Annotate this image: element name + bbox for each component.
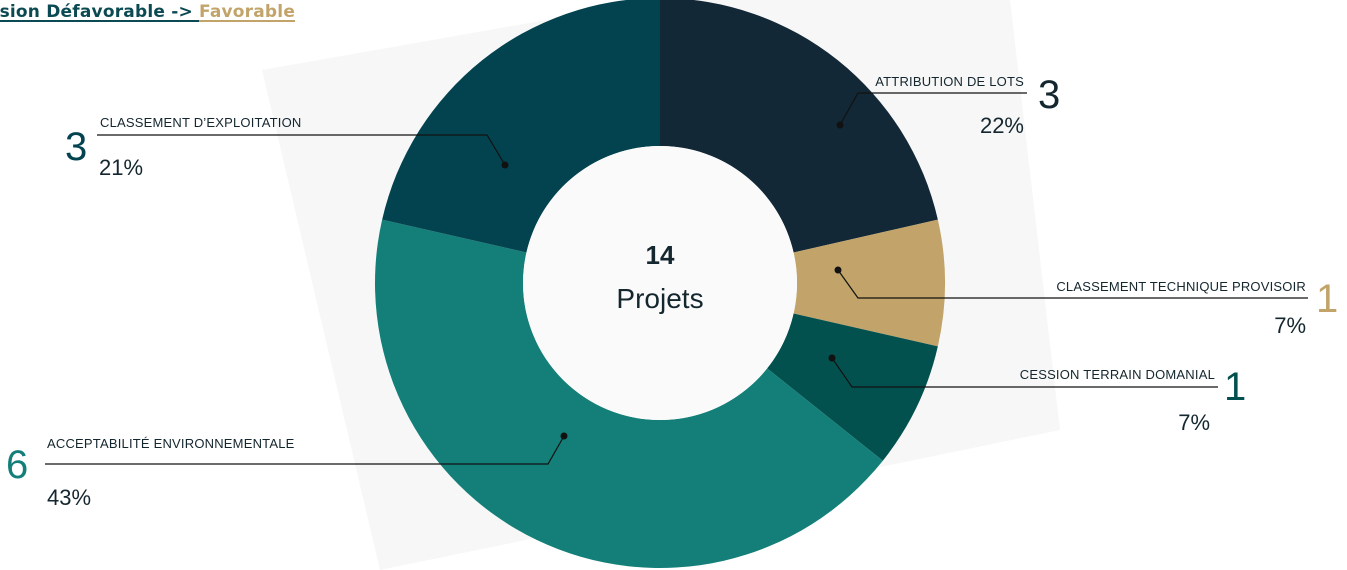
slice-count: 3	[1038, 73, 1060, 117]
leader-dot	[829, 355, 836, 362]
leader-dot	[835, 267, 842, 274]
center-total: 14	[646, 240, 675, 270]
leader-dot	[837, 122, 844, 129]
slice-label: CLASSEMENT D’EXPLOITATION	[100, 115, 302, 130]
slice-percent: 43%	[47, 485, 91, 510]
slice-percent: 21%	[99, 155, 143, 180]
center-label: Projets	[616, 283, 703, 314]
leader-dot	[561, 433, 568, 440]
slice-count: 6	[6, 443, 28, 487]
slice-label: CESSION TERRAIN DOMANIAL	[1020, 367, 1215, 382]
slice-label: ATTRIBUTION DE LOTS	[875, 74, 1024, 89]
slice-percent: 7%	[1178, 410, 1210, 435]
slice-percent: 7%	[1274, 313, 1306, 338]
slice-percent: 22%	[980, 113, 1024, 138]
leader-dot	[502, 162, 509, 169]
slice-count: 1	[1316, 277, 1338, 321]
slice-label: CLASSEMENT TECHNIQUE PROVISOIR	[1056, 279, 1306, 294]
slice-count: 1	[1224, 365, 1246, 409]
slice-count: 3	[65, 125, 87, 169]
slice-label: ACCEPTABILITÉ ENVIRONNEMENTALE	[47, 436, 295, 451]
